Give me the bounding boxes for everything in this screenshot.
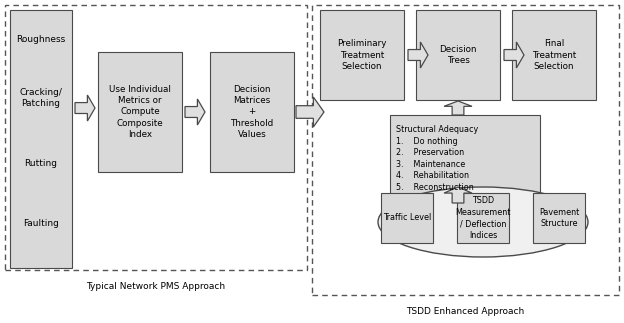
Bar [210,52,294,172]
Text: Decision
Trees: Decision Trees [439,45,477,65]
Text: Typical Network PMS Approach: Typical Network PMS Approach [87,282,225,291]
Bar [457,193,509,243]
Text: Decision
Matrices
+
Threshold
Values: Decision Matrices + Threshold Values [230,85,274,140]
Bar [320,10,404,100]
Polygon shape [504,42,524,68]
Text: Final
Treatment
Selection: Final Treatment Selection [532,39,576,71]
Bar [390,115,540,203]
Bar [533,193,585,243]
Bar [98,52,182,172]
Bar [10,10,72,268]
Bar [5,5,307,270]
Bar [512,10,596,100]
Polygon shape [444,187,472,203]
Polygon shape [408,42,428,68]
Bar [312,5,619,295]
Text: TSDD Enhanced Approach: TSDD Enhanced Approach [406,307,525,316]
Polygon shape [75,95,95,121]
Text: Cracking/
Patching: Cracking/ Patching [19,88,62,108]
Bar [416,10,500,100]
Polygon shape [444,101,472,115]
Text: Traffic Level: Traffic Level [383,214,431,223]
Text: Preliminary
Treatment
Selection: Preliminary Treatment Selection [338,39,387,71]
Polygon shape [185,99,205,125]
Text: 1.    Do nothing
2.    Preservation
3.    Maintenance
4.    Rehabilitation
5.   : 1. Do nothing 2. Preservation 3. Mainten… [396,137,474,192]
Text: Structural Adequacy: Structural Adequacy [396,125,478,134]
Text: Pavement
Structure: Pavement Structure [539,208,579,228]
Text: TSDD
Measurement
/ Deflection
Indices: TSDD Measurement / Deflection Indices [456,196,510,240]
Text: Use Individual
Metrics or
Compute
Composite
Index: Use Individual Metrics or Compute Compos… [109,85,171,140]
Text: Faulting: Faulting [23,218,59,227]
Text: Rutting: Rutting [24,159,57,168]
Bar [381,193,433,243]
Ellipse shape [378,187,588,257]
Polygon shape [296,97,324,127]
Text: Roughness: Roughness [16,36,66,45]
